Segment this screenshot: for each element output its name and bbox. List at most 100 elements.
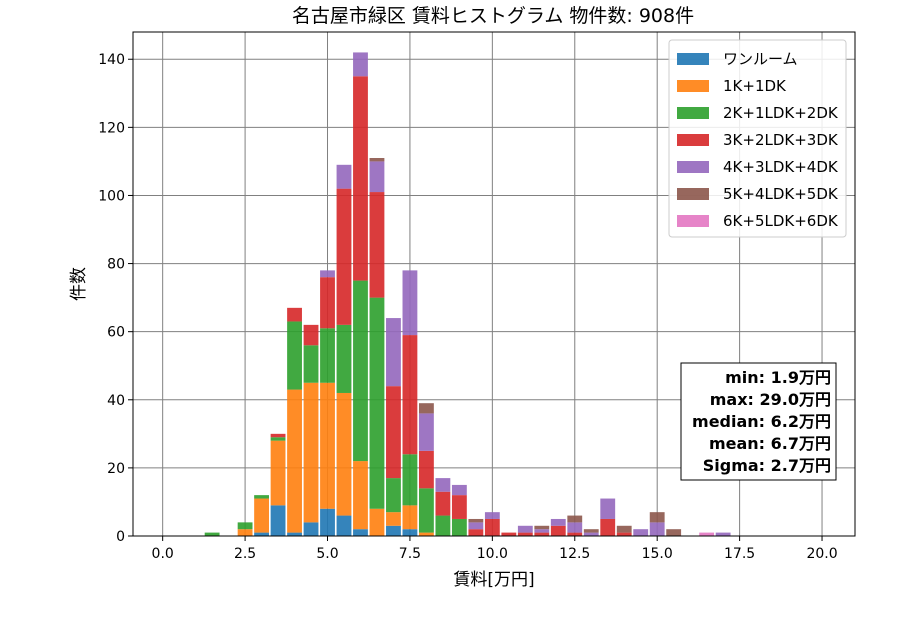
bar-segment: [353, 461, 368, 530]
bar-segment: [649, 512, 665, 523]
bar-segment: [468, 518, 484, 523]
x-tick-label: 5.0: [316, 546, 338, 562]
bar-segment: [336, 164, 352, 189]
bar-segment: [666, 529, 682, 536]
bar-segment: [517, 532, 533, 536]
y-tick-label: 0: [116, 529, 125, 545]
bar-segment: [237, 529, 253, 536]
bar-segment: [451, 495, 467, 519]
legend: ワンルーム 1K+1DK 2K+1LDK+2DK 3K+2LDK+3DK 4K+3LDK…: [668, 39, 847, 238]
stats-line: mean: 6.7万円: [709, 434, 831, 453]
bar-segment: [583, 532, 599, 536]
legend-label: 1K+1DK: [723, 77, 787, 95]
y-tick-label: 140: [98, 52, 125, 68]
bar-segment: [254, 498, 269, 533]
bar-segment: [254, 532, 269, 536]
legend-label: 2K+1LDK+2DK: [723, 104, 839, 122]
grid: [133, 32, 855, 537]
bar-segment: [320, 277, 335, 329]
bar-segment: [435, 515, 451, 536]
bar-segment: [369, 161, 385, 193]
bar-segment: [237, 522, 253, 530]
bar-segment: [567, 515, 583, 523]
x-tick-label: 20.0: [806, 546, 837, 562]
legend-label: 6K+5LDK+6DK: [723, 212, 839, 230]
stats-line: max: 29.0万円: [710, 390, 831, 409]
bar-segment: [303, 345, 319, 383]
stats-annotation: min: 1.9万円 max: 29.0万円 median: 6.2万円 mean: …: [680, 362, 837, 481]
bars: [204, 52, 731, 536]
bar-segment: [418, 450, 434, 489]
bar-segment: [287, 321, 302, 390]
legend-label: ワンルーム: [723, 50, 798, 68]
stats-line: min: 1.9万円: [725, 368, 831, 387]
bar-segment: [451, 518, 467, 536]
bar-segment: [303, 522, 319, 536]
bar-segment: [583, 529, 599, 533]
legend-swatch: [677, 215, 709, 227]
bar-segment: [369, 192, 385, 298]
bar-segment: [633, 529, 649, 536]
bar-segment: [204, 532, 220, 536]
x-tick-label: 2.5: [234, 546, 256, 562]
y-tick-label: 120: [98, 120, 125, 136]
legend-box: [668, 39, 847, 238]
bar-segment: [320, 328, 335, 383]
legend-swatch: [677, 134, 709, 146]
y-tick-label: 80: [107, 257, 125, 273]
bar-segment: [386, 478, 401, 513]
bar-segment: [534, 525, 550, 530]
bar-segment: [353, 52, 368, 77]
chart-title: 名古屋市緑区 賃料ヒストグラム 物件数: 908件: [292, 5, 694, 27]
legend-swatch: [677, 161, 709, 173]
bar-segment: [303, 324, 319, 346]
bar-segment: [270, 437, 286, 441]
bar-segment: [451, 484, 467, 496]
bar-segment: [402, 505, 418, 530]
bar-segment: [435, 491, 451, 516]
plot-frame: [132, 31, 856, 537]
legend-label: 4K+3LDK+4DK: [723, 158, 839, 176]
bar-segment: [402, 454, 418, 506]
bar-segment: [402, 529, 418, 536]
legend-swatch: [677, 53, 709, 65]
bar-segment: [534, 529, 550, 533]
y-tick-label: 100: [98, 188, 125, 204]
bar-segment: [402, 335, 418, 455]
bar-segment: [287, 307, 302, 322]
bar-segment: [270, 440, 286, 506]
bar-segment: [534, 532, 550, 536]
bar-segment: [336, 324, 352, 393]
bar-segment: [320, 382, 335, 509]
bar-segment: [254, 495, 269, 499]
bar-segment: [386, 525, 401, 536]
ticks: 0.0 2.5 5.0 7.5 10.0 12.5 15.0 17.5 20.0 0 20 40 60 8…: [98, 52, 837, 562]
bar-segment: [270, 433, 286, 438]
bar-segment: [550, 518, 566, 526]
bar-segment: [353, 76, 368, 281]
legend-label: 5K+4LDK+5DK: [723, 185, 839, 203]
bar-segment: [402, 270, 418, 336]
bar-segment: [418, 413, 434, 451]
x-tick-label: 15.0: [642, 546, 673, 562]
bar-segment: [484, 512, 500, 519]
legend-label: 3K+2LDK+3DK: [723, 131, 839, 149]
bar-segment: [435, 478, 451, 492]
bar-segment: [616, 532, 632, 536]
bar-segment: [320, 270, 335, 278]
legend-swatch: [677, 80, 709, 92]
stats-box: [680, 362, 837, 481]
bar-segment: [418, 403, 434, 414]
legend-swatch: [677, 188, 709, 200]
x-tick-label: 0.0: [152, 546, 174, 562]
y-tick-label: 20: [107, 461, 125, 477]
bar-segment: [616, 525, 632, 533]
bar-segment: [418, 488, 434, 533]
bar-segment: [699, 532, 715, 536]
bar-segment: [468, 522, 484, 530]
bar-segment: [336, 188, 352, 325]
bar-segment: [517, 525, 533, 533]
x-axis-label: 賃料[万円]: [453, 570, 534, 590]
bar-segment: [649, 522, 665, 536]
y-axis-label: 件数: [69, 267, 89, 301]
